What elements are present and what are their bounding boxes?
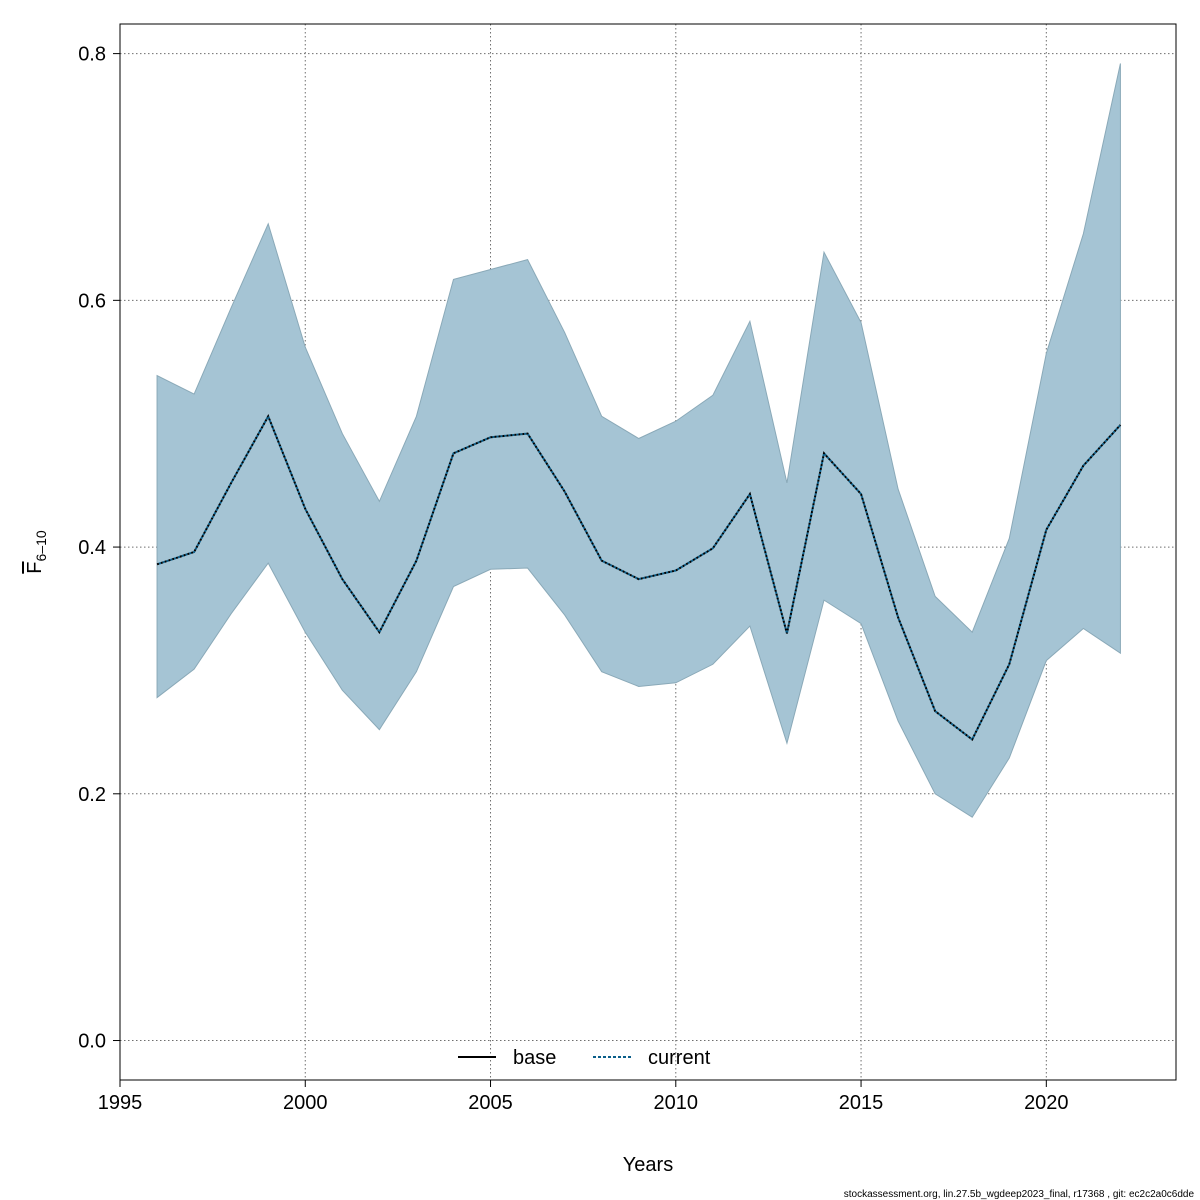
y-tick-label: 0.8 xyxy=(78,44,106,66)
x-tick-label: 2020 xyxy=(1024,1092,1069,1114)
series-line-current-overlay xyxy=(156,413,1122,742)
x-tick-label: 2000 xyxy=(283,1092,328,1114)
y-axis-title: F6–10 xyxy=(24,530,49,574)
x-axis-title: Years xyxy=(623,1154,673,1176)
y-tick-label: 0.4 xyxy=(78,537,106,559)
x-tick-label: 1995 xyxy=(98,1092,143,1114)
x-axis: 1995 2000 2005 2010 2015 2020 xyxy=(98,1079,1069,1114)
x-tick-label: 2010 xyxy=(654,1092,699,1114)
confidence-band-layer xyxy=(156,63,1121,818)
y-axis: 0.0 0.2 0.4 0.6 0.8 xyxy=(78,44,121,1053)
legend-label-base: base xyxy=(513,1047,556,1069)
legend: base current xyxy=(458,1047,711,1069)
series-line-current xyxy=(156,413,1122,742)
y-tick-label: 0.2 xyxy=(78,784,106,806)
y-tick-label: 0.6 xyxy=(78,290,106,312)
y-axis-title-text: F6–10 xyxy=(24,530,49,574)
y-tick-label: 0.0 xyxy=(78,1031,106,1053)
x-tick-label: 2015 xyxy=(839,1092,884,1114)
y-axis-title-subscript: 6–10 xyxy=(33,530,49,561)
legend-label-current: current xyxy=(648,1047,711,1069)
y-axis-title-symbol: F xyxy=(24,561,46,573)
series-line-layer xyxy=(156,413,1122,742)
confidence-band xyxy=(156,63,1121,818)
x-tick-label: 2005 xyxy=(468,1092,513,1114)
footer-credit: stockassessment.org, lin.27.5b_wgdeep202… xyxy=(844,1189,1195,1200)
